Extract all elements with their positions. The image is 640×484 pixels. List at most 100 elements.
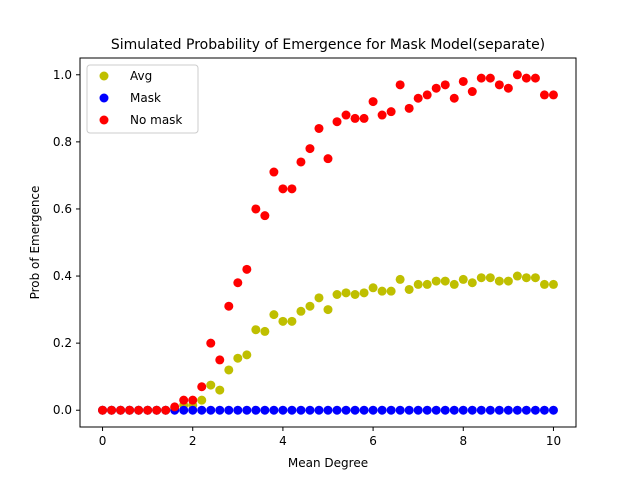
y-tick-label: 0.8 [53, 135, 72, 149]
data-point [206, 380, 216, 390]
data-point [341, 288, 351, 298]
data-point [134, 405, 144, 415]
x-tick-label: 2 [189, 434, 197, 448]
data-point [242, 350, 252, 360]
data-point [368, 283, 378, 293]
data-point [296, 405, 306, 415]
x-tick-label: 8 [459, 434, 467, 448]
data-point [431, 405, 441, 415]
legend-label-avg: Avg [130, 69, 152, 83]
data-point [278, 316, 288, 326]
data-point [530, 73, 540, 83]
data-point [521, 405, 531, 415]
data-point [215, 355, 225, 365]
data-point [458, 405, 468, 415]
data-point [395, 405, 405, 415]
data-point [224, 365, 234, 375]
data-point [305, 405, 315, 415]
data-point [548, 405, 558, 415]
data-point [449, 405, 459, 415]
data-point [188, 405, 198, 415]
data-point [206, 405, 216, 415]
data-point [440, 80, 450, 90]
data-point [341, 405, 351, 415]
data-point [476, 273, 486, 283]
data-point [197, 405, 207, 415]
data-point [404, 103, 414, 113]
data-point [539, 90, 549, 100]
data-point [431, 83, 441, 93]
data-point [359, 113, 369, 123]
data-point [242, 405, 252, 415]
data-point [548, 90, 558, 100]
data-point [269, 167, 279, 177]
data-point [233, 278, 243, 288]
data-point [332, 289, 342, 299]
data-point [512, 70, 522, 80]
data-point [530, 273, 540, 283]
data-point [287, 316, 297, 326]
data-point [512, 271, 522, 281]
y-tick-label: 0.2 [53, 336, 72, 350]
data-point [350, 289, 360, 299]
data-point [296, 306, 306, 316]
data-point [332, 117, 342, 127]
data-point [314, 293, 324, 303]
data-point [377, 405, 387, 415]
y-tick-label: 0.0 [53, 403, 72, 417]
data-point [152, 405, 162, 415]
legend-marker-no-mask [99, 115, 109, 125]
data-point [278, 405, 288, 415]
data-point [251, 204, 261, 214]
data-point [413, 93, 423, 103]
data-point [413, 279, 423, 289]
data-point [440, 276, 450, 286]
data-point [476, 405, 486, 415]
data-point [395, 274, 405, 284]
data-point [233, 405, 243, 415]
data-point [179, 395, 189, 405]
x-tick-label: 6 [369, 434, 377, 448]
data-point [350, 113, 360, 123]
legend-marker-mask [99, 93, 109, 103]
data-point [269, 310, 279, 320]
data-point [404, 405, 414, 415]
data-point [287, 184, 297, 194]
data-point [296, 157, 306, 167]
data-point [98, 405, 108, 415]
data-point [521, 273, 531, 283]
y-tick-label: 0.6 [53, 202, 72, 216]
data-point [503, 276, 513, 286]
x-tick-label: 4 [279, 434, 287, 448]
data-point [494, 405, 504, 415]
data-point [368, 405, 378, 415]
chart-title: Simulated Probability of Emergence for M… [111, 37, 545, 53]
data-point [449, 279, 459, 289]
data-point [242, 264, 252, 274]
data-point [197, 382, 207, 392]
data-point [467, 87, 477, 97]
data-point [467, 405, 477, 415]
data-point [278, 184, 288, 194]
data-point [458, 76, 468, 86]
data-point [233, 353, 243, 363]
data-point [539, 405, 549, 415]
data-point [503, 405, 513, 415]
data-point [458, 274, 468, 284]
data-point [368, 97, 378, 107]
y-axis-label: Prob of Emergence [28, 186, 42, 300]
data-point [485, 73, 495, 83]
axes-frame [79, 57, 577, 428]
data-point [251, 325, 261, 335]
data-point [269, 405, 279, 415]
data-point [188, 395, 198, 405]
legend-box [86, 64, 199, 134]
data-point [260, 326, 270, 336]
data-point [494, 276, 504, 286]
data-point [440, 405, 450, 415]
data-point [422, 405, 432, 415]
data-point [422, 90, 432, 100]
data-point [377, 286, 387, 296]
